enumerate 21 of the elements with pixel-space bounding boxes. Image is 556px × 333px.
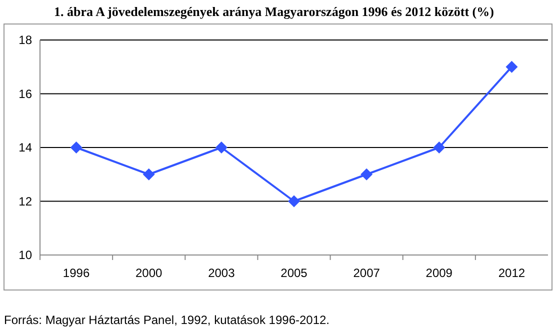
y-tick-label: 12: [18, 194, 32, 208]
point: [433, 142, 446, 154]
x-tick-label: 2000: [136, 266, 163, 280]
x-tick-label: 2009: [426, 266, 453, 280]
x-tick-label: 2005: [280, 266, 308, 280]
point: [70, 142, 82, 154]
point: [215, 142, 228, 154]
point: [506, 60, 518, 73]
x-tick-label: 2012: [498, 266, 526, 280]
x-tick-label: 1996: [62, 266, 90, 280]
chart-title: 1. ábra A jövedelemszegények aránya Magyarországon 1996 és 2012 között (%): [54, 4, 494, 19]
y-tick-label: 10: [18, 248, 32, 262]
point: [288, 195, 300, 208]
point: [142, 168, 155, 180]
x-tick-label: 2003: [208, 266, 236, 280]
x-tick-label: 2007: [353, 266, 380, 280]
y-tick-label: 18: [18, 33, 32, 48]
y-tick-label: 16: [18, 86, 32, 101]
point: [360, 168, 373, 180]
text: Forrás: Magyar Háztartás Panel, 1992, kutatások 1996-2012.: [4, 313, 330, 327]
y-tick-label: 14: [18, 140, 32, 155]
